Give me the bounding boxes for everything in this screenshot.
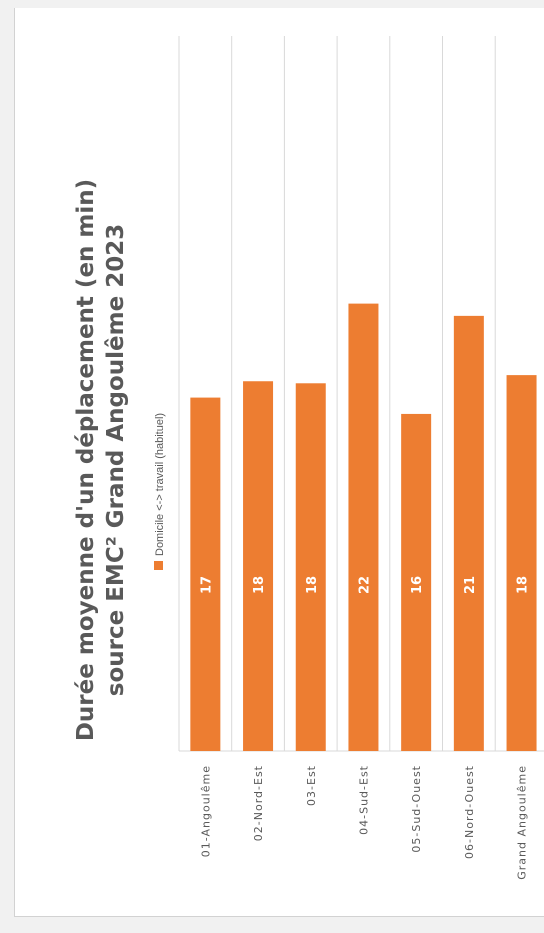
data-label-3: 18 xyxy=(305,576,320,594)
data-label-6: 21 xyxy=(463,576,478,594)
bar-6 xyxy=(453,315,484,751)
data-label-4: 22 xyxy=(357,576,372,594)
category-label-1: 01-Angoulême xyxy=(199,765,212,857)
data-label-2: 18 xyxy=(252,576,267,594)
category-label-6: 06-Nord-Ouest xyxy=(463,765,476,859)
category-label-2: 02-Nord-Est xyxy=(252,765,265,841)
data-label-5: 16 xyxy=(410,576,425,594)
chart: 17 18 18 22 16 21 18 01-Angoulême 02-Nord-Est 03… xyxy=(73,36,544,880)
bar-7 xyxy=(506,375,537,751)
category-labels: 01-Angoulême 02-Nord-Est 03-Est 04-Sud-Est 0… xyxy=(199,765,528,880)
data-label-1: 17 xyxy=(199,576,214,594)
data-label-7: 18 xyxy=(516,576,531,594)
chart-frame: 17 18 18 22 16 21 18 01-Angoulême 02-Nord-Est 03… xyxy=(14,8,544,917)
legend: Domicile <-> travail (habituel) xyxy=(154,413,166,570)
chart-title-line-1: Durée moyenne d'un déplacement (en min) xyxy=(73,179,99,741)
category-label-3: 03-Est xyxy=(305,765,318,806)
bar-4 xyxy=(348,303,379,751)
chart-title-line-2: source EMC² Grand Angoulême 2023 xyxy=(103,224,129,696)
bar-3 xyxy=(295,383,326,751)
category-label-5: 05-Sud-Ouest xyxy=(410,765,423,853)
bar-2 xyxy=(243,381,274,751)
plot-area: 17 18 18 22 16 21 18 xyxy=(178,36,544,752)
bar-5 xyxy=(401,413,432,751)
category-label-7: Grand Angoulême xyxy=(516,765,529,880)
legend-label: Domicile <-> travail (habituel) xyxy=(154,413,166,556)
category-label-4: 04-Sud-Est xyxy=(357,765,370,835)
bar-1 xyxy=(190,397,221,751)
legend-swatch xyxy=(154,561,163,570)
